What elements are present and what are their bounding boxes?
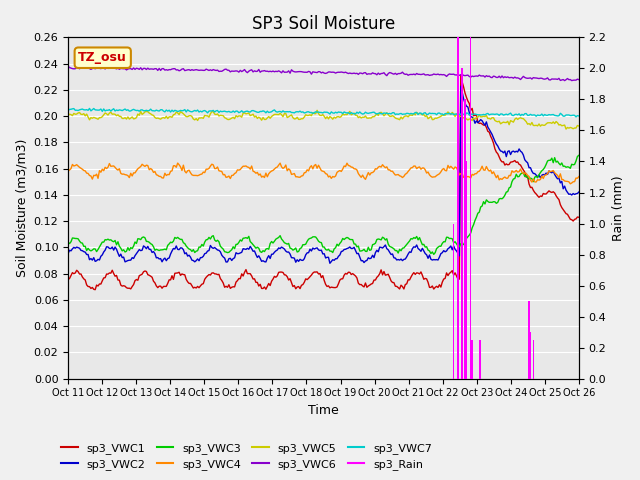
Legend: sp3_VWC1, sp3_VWC2, sp3_VWC3, sp3_VWC4, sp3_VWC5, sp3_VWC6, sp3_VWC7, sp3_Rain: sp3_VWC1, sp3_VWC2, sp3_VWC3, sp3_VWC4, … <box>57 438 436 474</box>
Bar <box>479 340 480 379</box>
Text: TZ_osu: TZ_osu <box>78 51 127 64</box>
Title: SP3 Soil Moisture: SP3 Soil Moisture <box>252 15 395 33</box>
X-axis label: Time: Time <box>308 404 339 417</box>
Bar <box>453 224 454 379</box>
Bar <box>466 161 467 379</box>
Bar <box>532 340 534 379</box>
Y-axis label: Soil Moisture (m3/m3): Soil Moisture (m3/m3) <box>15 139 28 277</box>
Bar <box>461 68 463 379</box>
Bar <box>465 99 466 379</box>
Bar <box>457 37 459 379</box>
Bar <box>472 340 473 379</box>
Bar <box>530 332 531 379</box>
Bar <box>470 0 472 379</box>
Bar <box>529 301 530 379</box>
Bar <box>480 340 481 379</box>
Y-axis label: Rain (mm): Rain (mm) <box>612 175 625 241</box>
